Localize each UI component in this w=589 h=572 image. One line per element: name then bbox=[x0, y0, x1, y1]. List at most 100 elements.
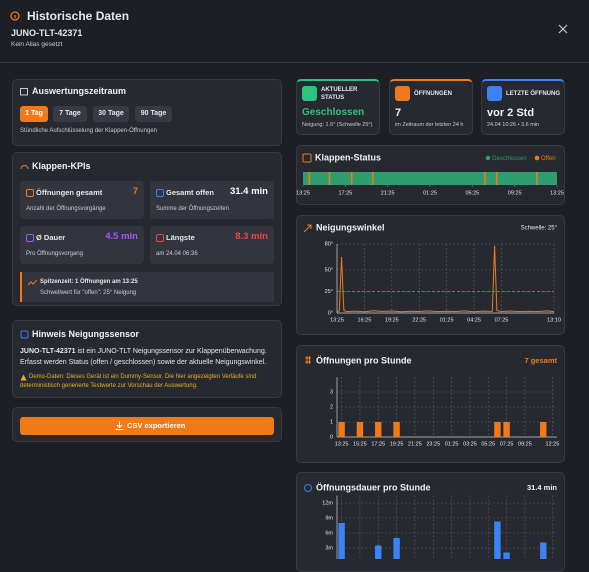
x-tick-label: 13:25 bbox=[296, 190, 310, 196]
bar bbox=[393, 538, 400, 559]
kpi-icon bbox=[156, 189, 164, 197]
kpi-sub: am 24.04 06:36 bbox=[156, 251, 198, 257]
kpi-label: Gesamt offen bbox=[166, 188, 214, 197]
kpi-value: 31.4 min bbox=[229, 186, 268, 197]
hint-text: JUNO-TLT-42371 ist ein JUNO-TLT Neigungs… bbox=[20, 346, 272, 368]
kpi-label: Ø Dauer bbox=[36, 233, 66, 242]
x-tick-label: 21:25 bbox=[381, 190, 395, 196]
chart-title: Öffnungen pro Stunde bbox=[316, 355, 411, 365]
download-icon bbox=[115, 421, 124, 430]
bar bbox=[540, 542, 547, 559]
status-icon bbox=[395, 86, 410, 101]
open-event bbox=[495, 172, 498, 185]
closed-band bbox=[303, 172, 557, 185]
y-tick-label: 0 bbox=[330, 434, 333, 440]
x-tick-label: 13:25 bbox=[330, 317, 344, 323]
y-tick-label: 80° bbox=[325, 241, 333, 247]
x-tick-label: 19:25 bbox=[385, 317, 399, 323]
bar bbox=[503, 422, 510, 437]
y-tick-label: 12m bbox=[322, 500, 333, 506]
bar bbox=[375, 422, 382, 437]
chart-icon bbox=[302, 153, 312, 163]
openings-chart-card bbox=[296, 345, 565, 463]
x-tick-label: 22:25 bbox=[412, 317, 426, 323]
kpi-icon bbox=[26, 234, 34, 242]
x-tick-label: 17:25 bbox=[338, 190, 352, 196]
period-title: Auswertungszeitraum bbox=[32, 86, 127, 96]
x-tick-label: 15:25 bbox=[353, 441, 367, 447]
y-tick-label: 25° bbox=[325, 289, 333, 295]
open-event bbox=[536, 172, 538, 185]
sensor-icon bbox=[20, 330, 29, 339]
period-button[interactable]: 90 Tage bbox=[135, 106, 172, 122]
x-tick-label: 13:25 bbox=[550, 190, 564, 196]
x-tick-label: 13:10 bbox=[547, 317, 561, 323]
x-tick-label: 09:25 bbox=[508, 190, 522, 196]
x-tick-label: 01:25 bbox=[423, 190, 437, 196]
period-button[interactable]: 7 Tage bbox=[53, 106, 87, 122]
hint-title: Hinweis Neigungssensor bbox=[32, 329, 140, 339]
device-alias: Kein Alias gesetzt bbox=[11, 41, 63, 48]
y-tick-label: 6m bbox=[325, 530, 333, 536]
kpi-title: Klappen-KPIs bbox=[32, 161, 91, 171]
bar bbox=[494, 521, 501, 559]
legend-marker bbox=[534, 155, 540, 161]
trend-icon bbox=[28, 279, 37, 286]
y-tick-label: 1 bbox=[330, 419, 333, 425]
hint-warning: Demo-Daten: Dieses Gerät ist ein Dummy-S… bbox=[20, 374, 257, 389]
legend-marker bbox=[485, 155, 491, 161]
chart-annotation: 31.4 min bbox=[527, 483, 557, 492]
status-value: vor 2 Std bbox=[487, 107, 535, 119]
bar bbox=[356, 422, 364, 437]
bar bbox=[338, 422, 345, 437]
x-tick-label: 17:25 bbox=[371, 441, 385, 447]
kpi-value: 7 bbox=[132, 186, 138, 197]
close-button[interactable] bbox=[558, 24, 568, 34]
legend-label: Geschlossen bbox=[492, 156, 527, 162]
kpi-value: 8.3 min bbox=[235, 231, 268, 242]
y-tick-label: 0° bbox=[328, 310, 333, 316]
open-event bbox=[350, 172, 353, 185]
period-button[interactable]: 30 Tage bbox=[93, 106, 129, 122]
y-tick-label: 3m bbox=[325, 545, 333, 551]
status-label: LETZTE ÖFFNUNG bbox=[506, 91, 560, 97]
x-tick-label: 09:25 bbox=[518, 441, 532, 447]
kpi-tile bbox=[150, 226, 274, 264]
y-tick-label: 9m bbox=[325, 515, 333, 521]
x-tick-label: 16:25 bbox=[358, 317, 372, 323]
x-tick-label: 07:25 bbox=[495, 317, 509, 323]
export-label: CSV exportieren bbox=[127, 421, 186, 430]
kpi-tile bbox=[20, 181, 144, 219]
x-tick-label: 23:25 bbox=[426, 441, 440, 447]
status-icon bbox=[302, 86, 317, 101]
status-sub: 24.04 10:26 • 3.6 min bbox=[487, 122, 540, 128]
peak-line: Spitzenzeit: 1 Öffnungen am 13:25 bbox=[40, 279, 138, 285]
tilt-line bbox=[336, 245, 555, 313]
x-tick-label: 21:25 bbox=[408, 441, 422, 447]
status-value: Geschlossen bbox=[302, 107, 365, 118]
kpi-icon bbox=[26, 189, 34, 197]
hint-body: ist ein JUNO-TLT Neigungssensor zur Klap… bbox=[20, 348, 267, 366]
kpi-sub: Pro Öffnungsvorgang bbox=[26, 251, 83, 257]
x-tick-label: 12:25 bbox=[546, 441, 560, 447]
x-tick-label: 13:25 bbox=[335, 441, 349, 447]
x-tick-label: 07:25 bbox=[500, 441, 514, 447]
y-tick-label: 2 bbox=[330, 404, 333, 410]
chart-title: Öffnungsdauer pro Stunde bbox=[316, 482, 431, 492]
bar bbox=[503, 552, 510, 559]
status-label: AKTUELLER STATUS bbox=[321, 87, 358, 101]
divider bbox=[0, 62, 589, 63]
status-value: 7 bbox=[395, 107, 402, 119]
bar bbox=[540, 422, 547, 437]
bar bbox=[393, 422, 400, 437]
period-note: Stündliche Aufschlüsselung der Klappen-Ö… bbox=[20, 128, 157, 134]
status-label: ÖFFNUNGEN bbox=[414, 91, 452, 97]
chart-annotation: Schwelle: 25° bbox=[521, 226, 558, 232]
export-button[interactable] bbox=[20, 417, 274, 435]
x-tick-label: 01:25 bbox=[445, 441, 459, 447]
period-button[interactable]: 1 Tag bbox=[20, 106, 48, 122]
x-tick-label: 05:25 bbox=[481, 441, 495, 447]
kpi-sub: Anzahl der Öffnungsvorgänge bbox=[26, 206, 106, 212]
kpi-label: Längste bbox=[166, 233, 195, 242]
kpi-value: 4.5 min bbox=[105, 231, 138, 242]
